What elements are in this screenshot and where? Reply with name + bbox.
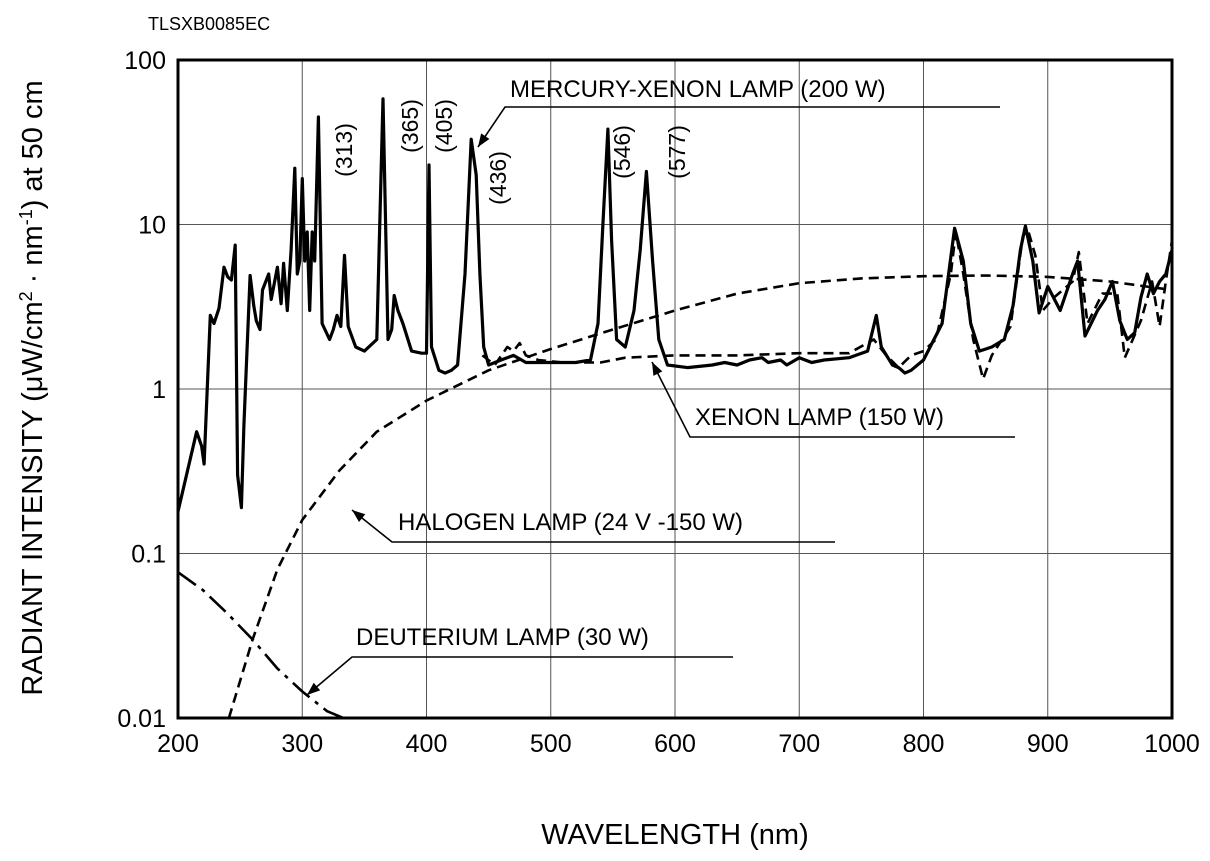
x-axis-title: WAVELENGTH (nm) (541, 819, 808, 851)
series-layer (176, 97, 1174, 720)
x-tick-label: 800 (903, 730, 945, 758)
x-tick-label: 300 (281, 730, 323, 758)
annotation-arrowhead (652, 362, 663, 376)
x-tick-label: 400 (406, 730, 448, 758)
peak-label: (405) (431, 99, 457, 153)
peak-label: (365) (397, 99, 423, 153)
series-line-2 (227, 274, 1173, 719)
tick-labels: 200 300 400 500 600 700 800 900 1000 0.01 0.1 1 10 10… (117, 47, 1199, 758)
y-axis-title: RADIANT INTENSITY (μW/cm2 · nm-1) at 50 … (16, 80, 49, 695)
annotation-arrowhead (352, 510, 366, 523)
x-tick-label: 200 (157, 730, 199, 758)
annotation-leader (651, 361, 1015, 438)
annotation-leader (477, 106, 1000, 148)
y-tick-label: 0.1 (131, 541, 166, 569)
series-annotations: MERCURY-XENON LAMP (200 W) XENON LAMP (15… (306, 76, 1015, 696)
y-tick-label: 1 (152, 376, 166, 404)
annotation-leader (306, 656, 733, 696)
y-tick-label: 0.01 (117, 705, 166, 733)
peak-labels: (313) (365) (405) (436) (546) (577) (331, 99, 690, 205)
x-tick-label: 900 (1027, 730, 1069, 758)
plot-frame (176, 58, 1174, 720)
peak-label: (577) (664, 125, 690, 179)
annotation-leader (351, 509, 835, 543)
series-annotation: HALOGEN LAMP (24 V -150 W) (398, 509, 743, 536)
annotation-arrowhead (307, 682, 321, 695)
series-annotation: XENON LAMP (150 W) (695, 404, 944, 431)
peak-label: (436) (485, 151, 511, 205)
figure-code: TLSXB0085EC (148, 14, 270, 34)
peak-label: (546) (609, 125, 635, 179)
series-annotation: MERCURY-XENON LAMP (200 W) (510, 76, 886, 103)
y-tick-label: 100 (124, 47, 166, 75)
series-line-1 (481, 228, 1174, 381)
y-tick-label: 10 (138, 212, 166, 240)
series-line-3 (177, 571, 344, 720)
peak-label: (313) (331, 123, 357, 177)
x-tick-label: 600 (654, 730, 696, 758)
annotation-arrowhead (478, 133, 490, 147)
x-tick-label: 700 (778, 730, 820, 758)
x-tick-label: 500 (530, 730, 572, 758)
x-tick-label: 1000 (1144, 730, 1200, 758)
series-annotation: DEUTERIUM LAMP (30 W) (356, 624, 649, 651)
